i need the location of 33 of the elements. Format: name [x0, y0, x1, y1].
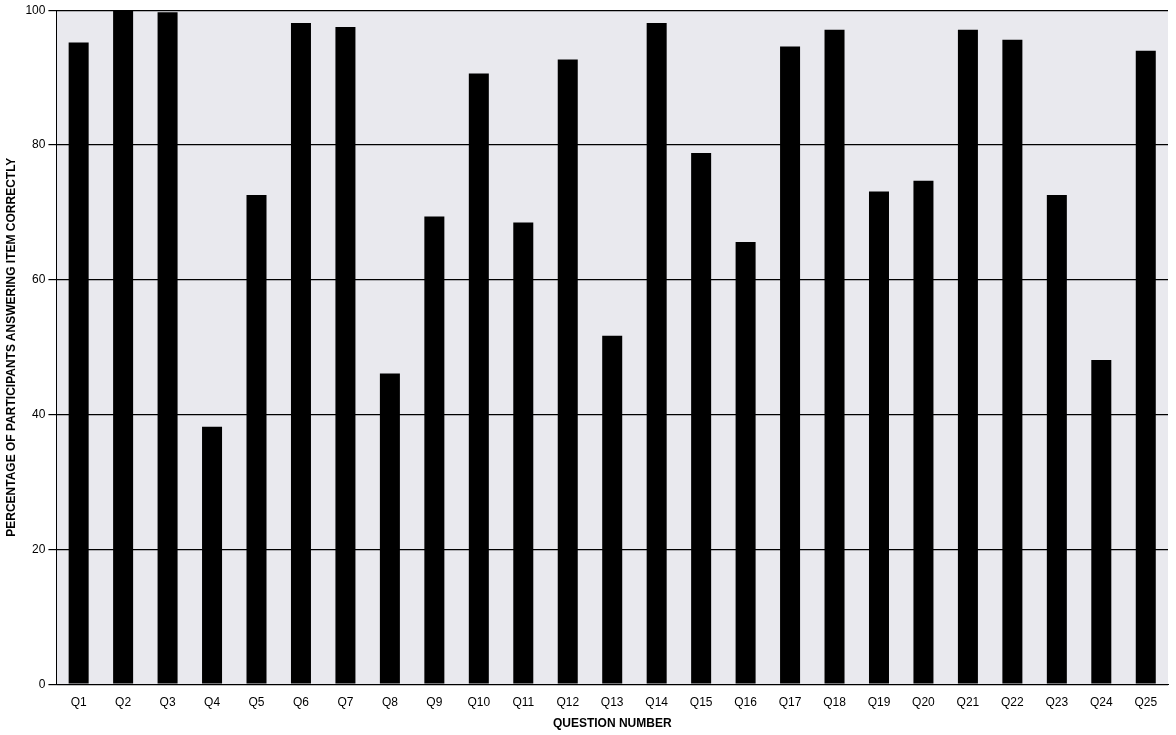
y-tick-label: 40 [32, 406, 46, 421]
x-tick-label: Q10 [467, 694, 491, 709]
x-tick-label: Q23 [1045, 694, 1069, 709]
y-tick-label: 80 [32, 137, 46, 152]
x-tick-label: Q21 [956, 694, 980, 709]
y-tick-label: 100 [25, 2, 46, 17]
y-axis-title: PERCENTAGE OF PARTICIPANTS ANSWERING ITEM CORRECTLY [3, 157, 18, 537]
y-tick-label: 60 [32, 272, 46, 287]
x-tick-label: Q2 [115, 694, 132, 709]
x-tick-label: Q11 [512, 694, 535, 709]
x-axis-title: QUESTION NUMBER [552, 716, 672, 731]
x-tick-label: Q25 [1134, 694, 1158, 709]
x-tick-label: Q5 [248, 694, 265, 709]
x-tick-label: Q7 [337, 694, 354, 709]
x-tick-label: Q22 [1001, 694, 1025, 709]
x-tick-label: Q8 [381, 694, 399, 709]
x-tick-label: Q18 [823, 694, 847, 709]
y-tick-label: 0 [38, 676, 46, 691]
x-tick-label: Q3 [159, 694, 176, 709]
x-tick-label: Q19 [867, 694, 891, 709]
x-tick-label: Q17 [778, 694, 802, 709]
x-tick-label: Q13 [600, 694, 624, 709]
x-tick-label: Q15 [689, 694, 713, 709]
x-tick-label: Q14 [645, 694, 669, 709]
x-tick-label: Q6 [292, 694, 310, 709]
x-tick-label: Q4 [204, 694, 221, 709]
y-tick-label: 20 [32, 541, 46, 556]
x-tick-label: Q9 [426, 694, 443, 709]
x-tick-label: Q12 [556, 694, 580, 709]
x-tick-label: Q24 [1089, 694, 1113, 709]
x-tick-label: Q16 [734, 694, 758, 709]
x-tick-label: Q20 [912, 694, 936, 709]
x-tick-label: Q1 [70, 694, 87, 709]
